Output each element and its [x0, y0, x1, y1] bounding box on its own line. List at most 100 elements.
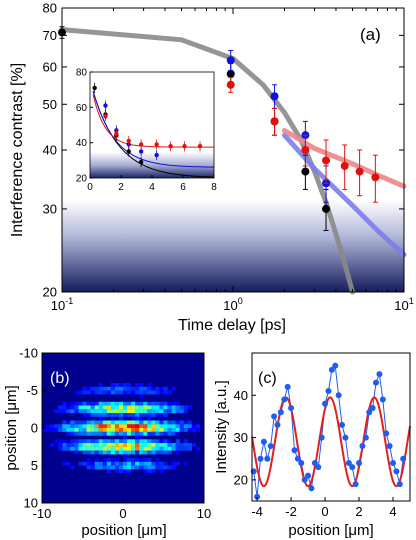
heatmap-cell: [147, 431, 152, 436]
heatmap-cell: [143, 461, 148, 466]
heatmap-cell: [94, 458, 99, 462]
y-tick-label: 0: [31, 421, 38, 436]
heatmap-cell: [102, 401, 107, 406]
heatmap-cell: [159, 439, 164, 444]
heatmap-cell: [119, 446, 124, 451]
heatmap-cell: [143, 409, 148, 414]
heatmap-cell: [131, 390, 136, 395]
heatmap-cell: [127, 413, 132, 417]
y-tick-label: 40: [234, 388, 248, 403]
heatmap-cell: [86, 413, 91, 417]
heatmap-cell: [143, 413, 148, 417]
heatmap-cell: [159, 401, 164, 406]
heatmap-cell: [86, 386, 91, 391]
y-tick-label: 50: [43, 97, 57, 112]
heatmap-cell: [131, 420, 136, 425]
heatmap-cell: [90, 401, 95, 406]
heatmap-cell: [66, 428, 71, 432]
heatmap-cell: [86, 409, 91, 414]
heatmap-cell: [114, 420, 120, 425]
heatmap-cell: [110, 458, 115, 462]
heatmap-cell: [119, 431, 124, 436]
heatmap-cell: [102, 443, 107, 447]
heatmap-cell: [106, 413, 111, 417]
heatmap-cell: [70, 443, 75, 447]
heatmap-cell: [147, 401, 152, 406]
heatmap-cell: [183, 405, 188, 410]
heatmap-cell: [86, 401, 91, 406]
heatmap-cell: [90, 428, 95, 432]
data-point: [270, 92, 279, 101]
heatmap-cell: [90, 450, 95, 455]
heatmap-cell: [175, 405, 180, 410]
heatmap-cell: [90, 409, 95, 414]
heatmap-cell: [183, 428, 188, 432]
heatmap-cell: [151, 405, 156, 410]
heatmap-cell: [151, 439, 156, 444]
panel-c: -4 -2 0 2 4 20 30 40 (c) position [μm] Intensit…: [213, 352, 411, 539]
heatmap-cell: [135, 416, 140, 421]
heatmap-cell: [106, 469, 111, 474]
heatmap-cell: [191, 443, 196, 447]
heatmap-cell: [78, 405, 83, 410]
heatmap-cell: [135, 413, 140, 417]
heatmap-cell: [86, 458, 91, 462]
panel-c-annotation: (c): [258, 370, 277, 387]
x-tick-label: 0: [119, 506, 126, 521]
heatmap-cell: [139, 428, 144, 432]
heatmap-cell: [123, 461, 128, 466]
inset-data-point: [92, 85, 97, 91]
heatmap-cell: [195, 428, 201, 432]
heatmap-cell: [175, 446, 180, 451]
x-tick-label: 2: [355, 504, 362, 519]
inset-data-point: [103, 103, 108, 108]
inset-data-point: [154, 142, 159, 147]
heatmap-cell: [131, 405, 136, 410]
heatmap-cell: [102, 450, 107, 455]
heatmap-cell: [139, 383, 144, 387]
heatmap-cell: [58, 443, 63, 447]
heatmap-cell: [106, 431, 111, 436]
heatmap-cell: [114, 431, 120, 436]
heatmap-cell: [139, 394, 144, 399]
heatmap-cell: [127, 405, 132, 410]
heatmap-cell: [175, 450, 180, 455]
panel-a-inset: 0 2 4 6 8 20 40 60 80: [76, 68, 217, 194]
heatmap-cell: [127, 409, 132, 414]
heatmap-cell: [70, 428, 75, 432]
heatmap-cell: [78, 431, 83, 436]
inset-data-point: [168, 144, 173, 149]
heatmap-cell: [183, 446, 188, 451]
heatmap-cell: [195, 424, 201, 429]
heatmap-cell: [119, 401, 124, 406]
heatmap-cell: [175, 420, 180, 425]
heatmap-cell: [106, 450, 111, 455]
heatmap-cell: [82, 443, 87, 447]
y-tick-label: 80: [43, 1, 57, 16]
data-point: [226, 80, 235, 89]
heatmap-cell: [62, 420, 67, 425]
heatmap-cell: [135, 465, 140, 470]
x-tick-label: 10-1: [51, 296, 73, 313]
inset-data-point: [126, 138, 131, 144]
heatmap-cell: [119, 461, 124, 466]
heatmap-cell: [62, 428, 67, 432]
heatmap-cell: [110, 450, 115, 455]
heatmap-cell: [167, 428, 172, 432]
heatmap-cell: [139, 443, 144, 447]
heatmap-cell: [66, 461, 71, 466]
heatmap-cell: [171, 465, 176, 470]
heatmap-cell: [167, 405, 172, 410]
heatmap-cell: [171, 461, 176, 466]
y-tick-label: 30: [234, 430, 248, 445]
data-point: [322, 400, 329, 407]
data-point: [301, 167, 310, 176]
heatmap-cell: [143, 386, 148, 391]
heatmap-cell: [143, 439, 148, 444]
heatmap-cell: [119, 405, 124, 410]
heatmap-cell: [106, 465, 111, 470]
heatmap-cell: [98, 424, 103, 429]
heatmap-cell: [127, 383, 132, 387]
heatmap-cell: [127, 450, 132, 455]
